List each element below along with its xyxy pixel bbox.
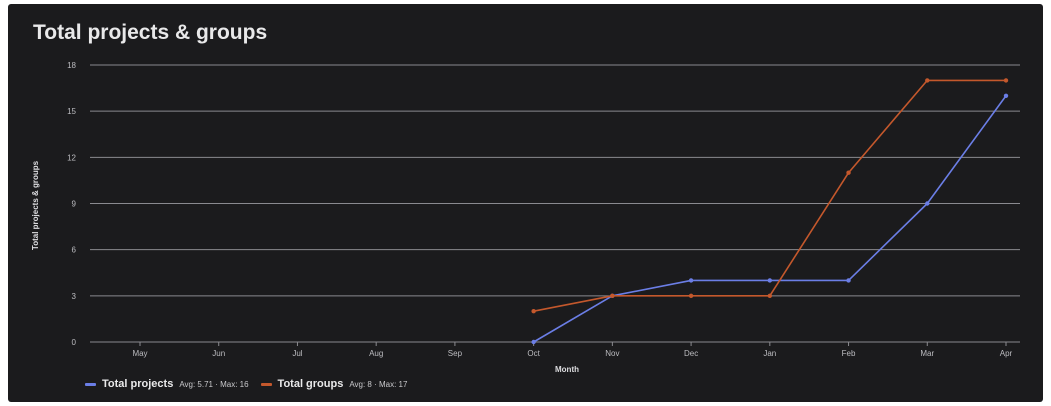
legend-label: Total groups xyxy=(277,378,344,390)
legend-swatch xyxy=(260,382,272,386)
series-lines xyxy=(531,78,1009,345)
data-point-total-projects[interactable] xyxy=(1003,93,1009,98)
x-tick-label: Dec xyxy=(684,349,698,358)
series-line-total-groups xyxy=(533,79,1006,313)
data-point-total-groups[interactable] xyxy=(846,170,851,175)
gridlines xyxy=(90,64,1020,343)
chart-legend: Total projects Avg: 5.71 · Max: 16 Total… xyxy=(85,378,419,390)
x-tick-label: Aug xyxy=(369,349,383,358)
x-tick-label: May xyxy=(132,349,147,358)
data-point-total-groups[interactable] xyxy=(767,293,773,299)
y-tick-label: 9 xyxy=(72,200,77,209)
x-tick-label: Feb xyxy=(842,349,856,358)
data-point-total-groups[interactable] xyxy=(688,293,694,299)
data-point-total-groups[interactable] xyxy=(1003,78,1009,83)
data-point-total-projects[interactable] xyxy=(531,339,536,345)
y-tick-label: 3 xyxy=(72,292,77,301)
x-axis-title: Month xyxy=(555,365,579,374)
y-tick-label: 15 xyxy=(67,107,76,116)
chart-panel: Total projects & groups 0 3 6 9 12 15 18 May Ju… xyxy=(8,4,1043,402)
line-chart: 0 3 6 9 12 15 18 May Jun Jul Aug Sep Oct Nov Dec Jan Fe… xyxy=(31,61,1020,374)
x-tick-label: Oct xyxy=(527,349,540,358)
data-point-total-groups[interactable] xyxy=(925,78,930,83)
y-tick-label: 6 xyxy=(72,246,77,255)
legend-swatch xyxy=(85,382,96,386)
x-tick-label: Mar xyxy=(920,349,934,358)
x-axis-ticks: May Jun Jul Aug Sep Oct Nov Dec Jan Feb Mar Apr xyxy=(132,342,1013,358)
x-tick-label: Nov xyxy=(605,349,619,358)
legend-stats: Avg: 8 · Max: 17 xyxy=(349,379,408,389)
series-line-total-projects xyxy=(533,95,1007,343)
y-tick-label: 18 xyxy=(67,61,76,70)
data-point-total-projects[interactable] xyxy=(846,278,851,283)
y-axis-ticks: 0 3 6 9 12 15 18 xyxy=(67,61,76,347)
data-point-total-projects[interactable] xyxy=(688,278,694,283)
data-point-total-projects[interactable] xyxy=(767,278,773,283)
legend-label: Total projects xyxy=(102,378,174,390)
x-tick-label: Jun xyxy=(212,349,225,358)
x-tick-label: Apr xyxy=(1000,349,1013,358)
x-tick-label: Jan xyxy=(763,349,776,358)
x-tick-label: Jul xyxy=(292,349,302,358)
legend-item-total-projects[interactable]: Total projects Avg: 5.71 · Max: 16 xyxy=(85,378,249,390)
data-point-total-projects[interactable] xyxy=(925,201,930,206)
y-tick-label: 12 xyxy=(67,153,76,162)
data-point-total-groups[interactable] xyxy=(610,293,615,299)
y-tick-label: 0 xyxy=(72,338,77,347)
data-point-total-groups[interactable] xyxy=(531,309,536,314)
y-axis-title: Total projects & groups xyxy=(31,160,40,250)
x-tick-label: Sep xyxy=(448,349,463,358)
legend-item-total-groups[interactable]: Total groups Avg: 8 · Max: 17 xyxy=(260,378,408,390)
legend-stats: Avg: 5.71 · Max: 16 xyxy=(179,379,249,389)
chart-title: Total projects & groups xyxy=(33,21,268,44)
